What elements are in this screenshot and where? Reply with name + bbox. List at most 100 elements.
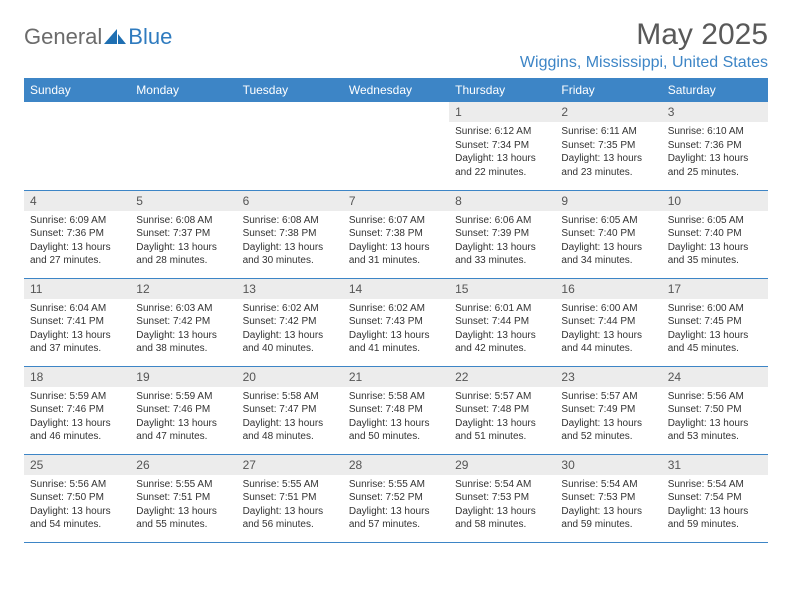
day-details: Sunrise: 6:03 AMSunset: 7:42 PMDaylight:…	[130, 299, 236, 359]
day-details: Sunrise: 5:54 AMSunset: 7:53 PMDaylight:…	[555, 475, 661, 535]
day-details: Sunrise: 5:57 AMSunset: 7:48 PMDaylight:…	[449, 387, 555, 447]
day-number: 20	[237, 367, 343, 387]
calendar-cell: 13Sunrise: 6:02 AMSunset: 7:42 PMDayligh…	[237, 278, 343, 366]
sunrise-line: Sunrise: 6:09 AM	[30, 214, 124, 228]
sunrise-line: Sunrise: 5:55 AM	[349, 478, 443, 492]
day-number: 2	[555, 102, 661, 122]
day-number: 31	[662, 455, 768, 475]
calendar-cell: 29Sunrise: 5:54 AMSunset: 7:53 PMDayligh…	[449, 454, 555, 542]
calendar-table: Sunday Monday Tuesday Wednesday Thursday…	[24, 78, 768, 543]
day-number: 15	[449, 279, 555, 299]
sunrise-line: Sunrise: 5:54 AM	[455, 478, 549, 492]
daylight-line: Daylight: 13 hours and 40 minutes.	[243, 329, 337, 356]
sunset-line: Sunset: 7:50 PM	[30, 491, 124, 505]
sunset-line: Sunset: 7:52 PM	[349, 491, 443, 505]
day-number: 10	[662, 191, 768, 211]
sunrise-line: Sunrise: 6:06 AM	[455, 214, 549, 228]
sunset-line: Sunset: 7:41 PM	[30, 315, 124, 329]
calendar-cell: 30Sunrise: 5:54 AMSunset: 7:53 PMDayligh…	[555, 454, 661, 542]
calendar-cell: 16Sunrise: 6:00 AMSunset: 7:44 PMDayligh…	[555, 278, 661, 366]
day-number: 14	[343, 279, 449, 299]
day-header: Saturday	[662, 78, 768, 102]
day-number: 16	[555, 279, 661, 299]
sunrise-line: Sunrise: 6:08 AM	[243, 214, 337, 228]
day-details: Sunrise: 6:05 AMSunset: 7:40 PMDaylight:…	[662, 211, 768, 271]
month-title: May 2025	[520, 18, 768, 52]
daylight-line: Daylight: 13 hours and 23 minutes.	[561, 152, 655, 179]
daylight-line: Daylight: 13 hours and 22 minutes.	[455, 152, 549, 179]
sunset-line: Sunset: 7:44 PM	[561, 315, 655, 329]
day-header: Thursday	[449, 78, 555, 102]
day-number: 23	[555, 367, 661, 387]
daylight-line: Daylight: 13 hours and 35 minutes.	[668, 241, 762, 268]
daylight-line: Daylight: 13 hours and 46 minutes.	[30, 417, 124, 444]
sunset-line: Sunset: 7:48 PM	[455, 403, 549, 417]
sunrise-line: Sunrise: 6:07 AM	[349, 214, 443, 228]
day-number: 8	[449, 191, 555, 211]
calendar-cell: 12Sunrise: 6:03 AMSunset: 7:42 PMDayligh…	[130, 278, 236, 366]
calendar-cell	[24, 102, 130, 190]
day-number: 7	[343, 191, 449, 211]
calendar-week-row: 18Sunrise: 5:59 AMSunset: 7:46 PMDayligh…	[24, 366, 768, 454]
calendar-cell: 25Sunrise: 5:56 AMSunset: 7:50 PMDayligh…	[24, 454, 130, 542]
sunrise-line: Sunrise: 5:59 AM	[136, 390, 230, 404]
calendar-cell: 27Sunrise: 5:55 AMSunset: 7:51 PMDayligh…	[237, 454, 343, 542]
day-details: Sunrise: 5:54 AMSunset: 7:53 PMDaylight:…	[449, 475, 555, 535]
day-details: Sunrise: 6:00 AMSunset: 7:45 PMDaylight:…	[662, 299, 768, 359]
daylight-line: Daylight: 13 hours and 31 minutes.	[349, 241, 443, 268]
calendar-cell: 24Sunrise: 5:56 AMSunset: 7:50 PMDayligh…	[662, 366, 768, 454]
sunset-line: Sunset: 7:51 PM	[243, 491, 337, 505]
day-details: Sunrise: 6:02 AMSunset: 7:42 PMDaylight:…	[237, 299, 343, 359]
daylight-line: Daylight: 13 hours and 47 minutes.	[136, 417, 230, 444]
day-details: Sunrise: 6:11 AMSunset: 7:35 PMDaylight:…	[555, 122, 661, 182]
daylight-line: Daylight: 13 hours and 38 minutes.	[136, 329, 230, 356]
sunrise-line: Sunrise: 5:54 AM	[561, 478, 655, 492]
sunset-line: Sunset: 7:42 PM	[243, 315, 337, 329]
sunrise-line: Sunrise: 6:02 AM	[349, 302, 443, 316]
sunset-line: Sunset: 7:48 PM	[349, 403, 443, 417]
calendar-cell: 31Sunrise: 5:54 AMSunset: 7:54 PMDayligh…	[662, 454, 768, 542]
daylight-line: Daylight: 13 hours and 56 minutes.	[243, 505, 337, 532]
calendar-cell: 10Sunrise: 6:05 AMSunset: 7:40 PMDayligh…	[662, 190, 768, 278]
sunset-line: Sunset: 7:40 PM	[668, 227, 762, 241]
day-number	[343, 102, 449, 108]
sunset-line: Sunset: 7:37 PM	[136, 227, 230, 241]
calendar-cell: 26Sunrise: 5:55 AMSunset: 7:51 PMDayligh…	[130, 454, 236, 542]
calendar-cell: 7Sunrise: 6:07 AMSunset: 7:38 PMDaylight…	[343, 190, 449, 278]
calendar-cell: 2Sunrise: 6:11 AMSunset: 7:35 PMDaylight…	[555, 102, 661, 190]
logo: General Blue	[24, 24, 172, 50]
sunrise-line: Sunrise: 6:12 AM	[455, 125, 549, 139]
daylight-line: Daylight: 13 hours and 53 minutes.	[668, 417, 762, 444]
sunrise-line: Sunrise: 6:10 AM	[668, 125, 762, 139]
day-details: Sunrise: 5:55 AMSunset: 7:51 PMDaylight:…	[237, 475, 343, 535]
logo-text-blue: Blue	[128, 24, 172, 50]
sunset-line: Sunset: 7:38 PM	[243, 227, 337, 241]
calendar-week-row: 25Sunrise: 5:56 AMSunset: 7:50 PMDayligh…	[24, 454, 768, 542]
sunset-line: Sunset: 7:53 PM	[561, 491, 655, 505]
day-number: 4	[24, 191, 130, 211]
daylight-line: Daylight: 13 hours and 55 minutes.	[136, 505, 230, 532]
calendar-cell: 28Sunrise: 5:55 AMSunset: 7:52 PMDayligh…	[343, 454, 449, 542]
day-details: Sunrise: 5:56 AMSunset: 7:50 PMDaylight:…	[24, 475, 130, 535]
sunset-line: Sunset: 7:53 PM	[455, 491, 549, 505]
sunset-line: Sunset: 7:36 PM	[668, 139, 762, 153]
day-number: 9	[555, 191, 661, 211]
calendar-cell: 22Sunrise: 5:57 AMSunset: 7:48 PMDayligh…	[449, 366, 555, 454]
day-details: Sunrise: 6:00 AMSunset: 7:44 PMDaylight:…	[555, 299, 661, 359]
daylight-line: Daylight: 13 hours and 44 minutes.	[561, 329, 655, 356]
sunrise-line: Sunrise: 6:00 AM	[668, 302, 762, 316]
sunrise-line: Sunrise: 6:05 AM	[561, 214, 655, 228]
header: General Blue May 2025 Wiggins, Mississip…	[24, 18, 768, 72]
day-header-row: Sunday Monday Tuesday Wednesday Thursday…	[24, 78, 768, 102]
day-details: Sunrise: 6:01 AMSunset: 7:44 PMDaylight:…	[449, 299, 555, 359]
day-header: Wednesday	[343, 78, 449, 102]
day-details: Sunrise: 6:08 AMSunset: 7:38 PMDaylight:…	[237, 211, 343, 271]
sunset-line: Sunset: 7:40 PM	[561, 227, 655, 241]
day-header: Sunday	[24, 78, 130, 102]
day-details: Sunrise: 6:08 AMSunset: 7:37 PMDaylight:…	[130, 211, 236, 271]
day-number: 25	[24, 455, 130, 475]
day-number: 12	[130, 279, 236, 299]
daylight-line: Daylight: 13 hours and 52 minutes.	[561, 417, 655, 444]
daylight-line: Daylight: 13 hours and 25 minutes.	[668, 152, 762, 179]
daylight-line: Daylight: 13 hours and 54 minutes.	[30, 505, 124, 532]
